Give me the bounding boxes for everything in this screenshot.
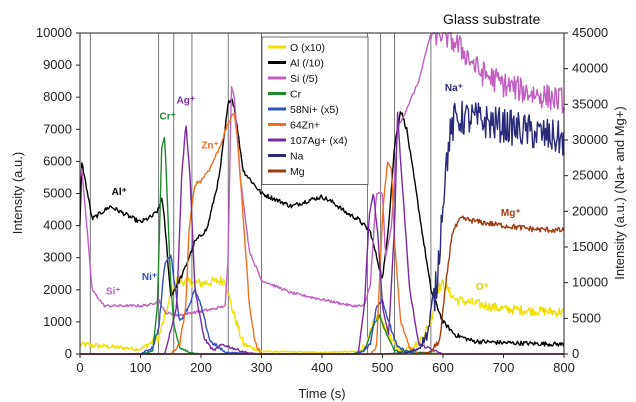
legend-label: Mg [290, 166, 305, 178]
y2-tick-label: 30000 [572, 132, 608, 147]
y-axis-title: Intensity (a.u.) [10, 152, 25, 234]
x-axis-title: Time (s) [298, 386, 345, 401]
y-tick-label: 9000 [43, 57, 72, 72]
y-tick-label: 5000 [43, 186, 72, 201]
y2-tick-label: 35000 [572, 96, 608, 111]
series-annotation: Si⁺ [106, 287, 121, 298]
legend-label: Si (/5) [290, 73, 318, 85]
series-line [430, 32, 565, 114]
y2-tick-label: 25000 [572, 168, 608, 183]
series-annotation: Ni⁺ [142, 272, 157, 283]
axes: 0 100 200 300 400 500 600 700 800010002000300040… [36, 25, 608, 375]
y2-tick-label: 15000 [572, 239, 608, 254]
x-tick-label: 500 [372, 360, 394, 375]
x-tick-label: 600 [432, 360, 454, 375]
legend-label: Na [290, 151, 304, 163]
y2-tick-label: 10000 [572, 275, 608, 290]
legend-label: O (x10) [290, 42, 325, 54]
legend: O (x10) Al (/10) Si (/5) Cr 58Ni+ (x5) 64Zn+ 1… [261, 36, 369, 185]
y2-tick-label: 45000 [572, 25, 608, 40]
y2-tick-label: 0 [572, 346, 579, 361]
chart-title: Glass substrate [443, 11, 540, 27]
y-tick-label: 4000 [43, 218, 72, 233]
y-tick-label: 7000 [43, 121, 72, 136]
y2-axis-title: Intensity (a.u.) (Na+ and Mg+) [612, 106, 627, 279]
series-line [79, 35, 431, 317]
x-tick-label: 800 [553, 360, 575, 375]
y-tick-label: 0 [65, 346, 72, 361]
series-annotation: Na⁺ [445, 83, 463, 94]
series-annotation: Al⁺ [112, 187, 127, 198]
y-tick-label: 3000 [43, 250, 72, 265]
series-annotation: O⁺ [476, 282, 489, 293]
x-tick-label: 0 [76, 360, 83, 375]
series-annotation: Zn⁺ [201, 141, 219, 152]
y-tick-label: 1000 [43, 314, 72, 329]
x-tick-label: 200 [190, 360, 212, 375]
series-annotation: Cr⁺ [160, 112, 176, 123]
x-tick-label: 300 [251, 360, 273, 375]
y-tick-label: 8000 [43, 89, 72, 104]
series-line [79, 276, 564, 354]
legend-label: Cr [290, 89, 302, 101]
legend-label: 64Zn+ [290, 120, 320, 132]
legend-label: 107Ag+ (x4) [290, 135, 348, 147]
x-tick-label: 100 [130, 360, 152, 375]
legend-label: 58Ni+ (x5) [290, 104, 339, 116]
series-annotation: Ag⁺ [177, 96, 196, 107]
y-tick-label: 6000 [43, 153, 72, 168]
x-tick-label: 400 [311, 360, 333, 375]
series-annotation: Mg⁺ [501, 208, 521, 219]
y2-tick-label: 5000 [572, 310, 601, 325]
x-tick-label: 700 [493, 360, 515, 375]
y-tick-label: 2000 [43, 282, 72, 297]
y2-tick-label: 20000 [572, 203, 608, 218]
y-tick-label: 10000 [36, 25, 72, 40]
y2-tick-label: 40000 [572, 61, 608, 76]
annotations: Al⁺ Cr⁺Ag⁺ Zn⁺ Ni⁺ Si⁺ Na⁺ Mg⁺ O⁺ [106, 83, 521, 298]
legend-label: Al (/10) [290, 58, 324, 70]
